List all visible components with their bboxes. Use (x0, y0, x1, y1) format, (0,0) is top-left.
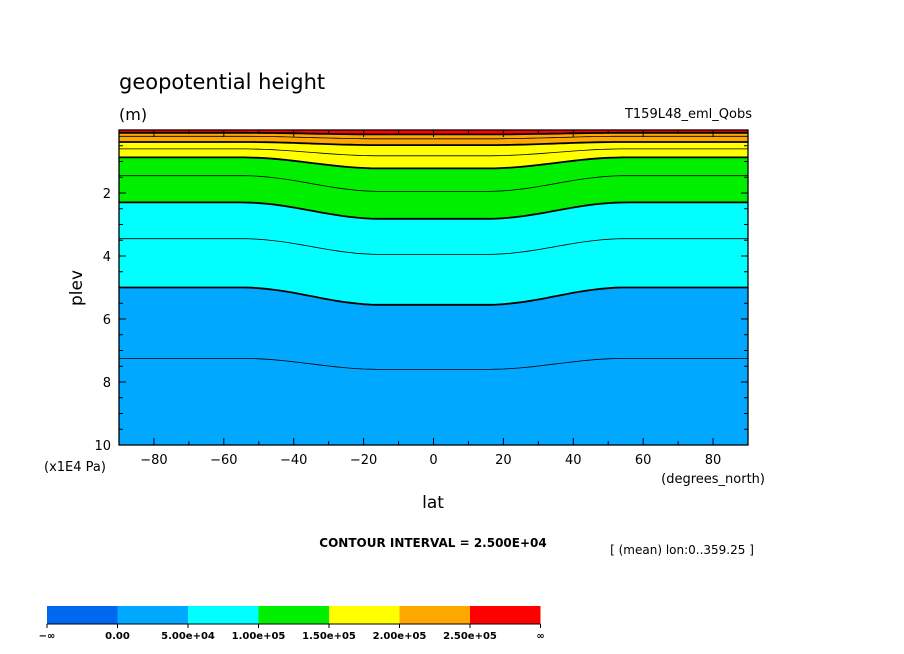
y-tick-label: 4 (103, 250, 111, 265)
chart-units: (m) (119, 105, 147, 124)
colorbar-swatch (258, 606, 329, 624)
x-tick-label: 60 (635, 453, 652, 468)
colorbar-swatch (329, 606, 400, 624)
colorbar-swatch (399, 606, 470, 624)
y-tick-label: 6 (103, 313, 111, 328)
y-tick-label: 2 (103, 187, 111, 202)
x-tick-label: 40 (565, 453, 582, 468)
colorbar-label: 1.50e+05 (302, 631, 356, 642)
x-axis-units: (degrees_north) (661, 472, 765, 487)
y-tick-label: 8 (103, 376, 111, 391)
y-axis-label: plev (67, 270, 87, 306)
contour-line-200000 (119, 141, 748, 146)
y-axis: 2 4 6 8 10 (94, 145, 748, 454)
colorbar-label: 5.00e+04 (161, 631, 215, 642)
x-tick-label: −80 (140, 453, 167, 468)
colorbar-label: −∞ (39, 631, 56, 642)
contour-line-175000 (119, 148, 748, 157)
y-tick-label: 10 (94, 439, 111, 454)
contour-line-25000 (119, 358, 748, 370)
colorbar-label: 2.50e+05 (443, 631, 497, 642)
x-tick-label: 0 (429, 453, 437, 468)
dataset-label: T159L48_eml_Qobs (624, 107, 752, 122)
colorbar-label: 2.00e+05 (373, 631, 427, 642)
contour-line-100000 (119, 201, 748, 220)
contour-interval-note: CONTOUR INTERVAL = 2.500E+04 (319, 536, 546, 550)
x-axis-label: lat (422, 493, 444, 513)
x-tick-label: 80 (705, 453, 722, 468)
colorbar-swatch (47, 606, 118, 624)
chart-title: geopotential height (119, 70, 325, 94)
contour-line-75000 (119, 238, 748, 255)
y-axis-units: (x1E4 Pa) (44, 460, 106, 475)
colorbar-swatch (470, 606, 541, 624)
contour-line-50000 (119, 286, 748, 306)
colorbar-label: ∞ (536, 631, 544, 642)
contour-line-150000 (119, 156, 748, 170)
colorbar-swatch (117, 606, 188, 624)
colorbar-label: 1.00e+05 (232, 631, 286, 642)
averaging-note: [ (mean) lon:0..359.25 ] (610, 543, 754, 557)
contour-line-125000 (119, 175, 748, 192)
colorbar-swatch (188, 606, 259, 624)
contour-fills (119, 130, 748, 445)
x-tick-label: −60 (210, 453, 237, 468)
x-tick-label: −20 (350, 453, 377, 468)
x-axis: −80 −60 −40 −20 0 20 40 60 80 (118, 130, 749, 468)
x-tick-label: 20 (495, 453, 512, 468)
colorbar-label: 0.00 (105, 631, 130, 642)
x-tick-label: −40 (280, 453, 307, 468)
colorbar: −∞ 0.00 5.00e+04 1.00e+05 1.50e+05 2.00e+05 2.… (39, 606, 545, 642)
